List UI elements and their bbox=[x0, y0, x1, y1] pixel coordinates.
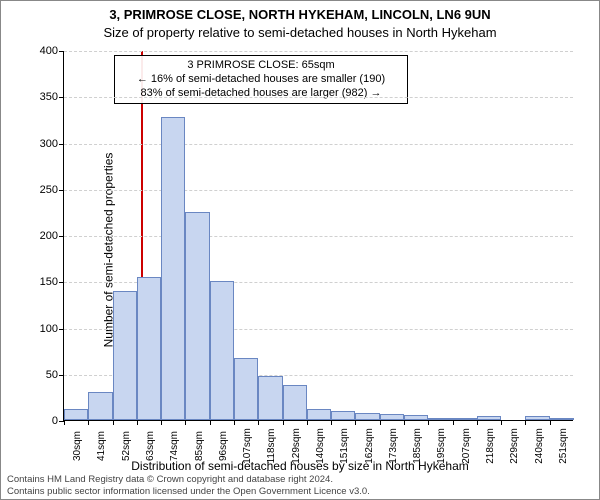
annotation-line1: 3 PRIMROSE CLOSE: 65sqm bbox=[121, 59, 401, 73]
ytick-mark bbox=[59, 282, 64, 283]
xtick-mark bbox=[185, 420, 186, 425]
xtick-label: 41sqm bbox=[96, 431, 107, 461]
ytick-label: 300 bbox=[40, 138, 58, 150]
gridline bbox=[64, 144, 573, 145]
histogram-bar bbox=[283, 385, 307, 420]
xtick-mark bbox=[113, 420, 114, 425]
histogram-bar bbox=[525, 416, 549, 420]
annotation-line2: ← 16% of semi-detached houses are smalle… bbox=[121, 73, 401, 87]
histogram-bar bbox=[428, 418, 452, 420]
xtick-mark bbox=[331, 420, 332, 425]
footer-line1: Contains HM Land Registry data © Crown c… bbox=[7, 474, 370, 485]
ytick-mark bbox=[59, 329, 64, 330]
histogram-bar bbox=[258, 376, 282, 420]
gridline bbox=[64, 190, 573, 191]
xtick-label: 52sqm bbox=[121, 431, 132, 461]
histogram-bar bbox=[113, 291, 137, 421]
ytick-label: 150 bbox=[40, 276, 58, 288]
xtick-mark bbox=[161, 420, 162, 425]
xtick-mark bbox=[137, 420, 138, 425]
xtick-mark bbox=[64, 420, 65, 425]
xtick-label: 85sqm bbox=[194, 431, 205, 461]
histogram-bar bbox=[234, 358, 258, 420]
histogram-bar bbox=[88, 392, 112, 420]
histogram-bar bbox=[210, 281, 234, 420]
histogram-bar bbox=[64, 409, 88, 420]
histogram-bar bbox=[550, 418, 574, 420]
xtick-mark bbox=[477, 420, 478, 425]
xtick-label: 63sqm bbox=[145, 431, 156, 461]
ytick-mark bbox=[59, 190, 64, 191]
footer-credits: Contains HM Land Registry data © Crown c… bbox=[7, 474, 370, 497]
xtick-mark bbox=[501, 420, 502, 425]
footer-line2: Contains public sector information licen… bbox=[7, 486, 370, 497]
histogram-bar bbox=[477, 416, 501, 420]
xtick-mark bbox=[234, 420, 235, 425]
xtick-mark bbox=[355, 420, 356, 425]
histogram-bar bbox=[185, 212, 209, 420]
gridline bbox=[64, 51, 573, 52]
gridline bbox=[64, 236, 573, 237]
ytick-label: 200 bbox=[40, 230, 58, 242]
xtick-mark bbox=[258, 420, 259, 425]
xtick-label: 96sqm bbox=[218, 431, 229, 461]
xtick-mark bbox=[453, 420, 454, 425]
histogram-bar bbox=[355, 413, 379, 420]
page-title: 3, PRIMROSE CLOSE, NORTH HYKEHAM, LINCOL… bbox=[1, 7, 599, 22]
xtick-mark bbox=[283, 420, 284, 425]
xtick-mark bbox=[307, 420, 308, 425]
ytick-label: 50 bbox=[46, 369, 58, 381]
ytick-label: 0 bbox=[52, 415, 58, 427]
ytick-label: 100 bbox=[40, 323, 58, 335]
xtick-mark bbox=[210, 420, 211, 425]
plot-area: 3 PRIMROSE CLOSE: 65sqm ← 16% of semi-de… bbox=[63, 51, 573, 421]
histogram-bar bbox=[404, 415, 428, 420]
ytick-mark bbox=[59, 51, 64, 52]
xtick-mark bbox=[404, 420, 405, 425]
ytick-mark bbox=[59, 236, 64, 237]
gridline bbox=[64, 97, 573, 98]
page-subtitle: Size of property relative to semi-detach… bbox=[1, 25, 599, 40]
ytick-label: 400 bbox=[40, 45, 58, 57]
histogram-bar bbox=[137, 277, 161, 420]
ytick-label: 250 bbox=[40, 184, 58, 196]
histogram-bar bbox=[331, 411, 355, 420]
xtick-label: 74sqm bbox=[169, 431, 180, 461]
xtick-label: 30sqm bbox=[72, 431, 83, 461]
xtick-mark bbox=[88, 420, 89, 425]
ytick-mark bbox=[59, 144, 64, 145]
xtick-mark bbox=[380, 420, 381, 425]
ytick-label: 350 bbox=[40, 91, 58, 103]
xtick-mark bbox=[550, 420, 551, 425]
histogram-bar bbox=[380, 414, 404, 420]
xtick-mark bbox=[525, 420, 526, 425]
histogram-bar bbox=[453, 418, 477, 420]
histogram-bar bbox=[161, 117, 185, 420]
histogram-bar bbox=[307, 409, 331, 420]
ytick-mark bbox=[59, 375, 64, 376]
xtick-mark bbox=[428, 420, 429, 425]
chart-container: 3, PRIMROSE CLOSE, NORTH HYKEHAM, LINCOL… bbox=[0, 0, 600, 500]
histogram-plot: 3 PRIMROSE CLOSE: 65sqm ← 16% of semi-de… bbox=[63, 51, 573, 421]
x-axis-label: Distribution of semi-detached houses by … bbox=[1, 459, 599, 473]
ytick-mark bbox=[59, 97, 64, 98]
